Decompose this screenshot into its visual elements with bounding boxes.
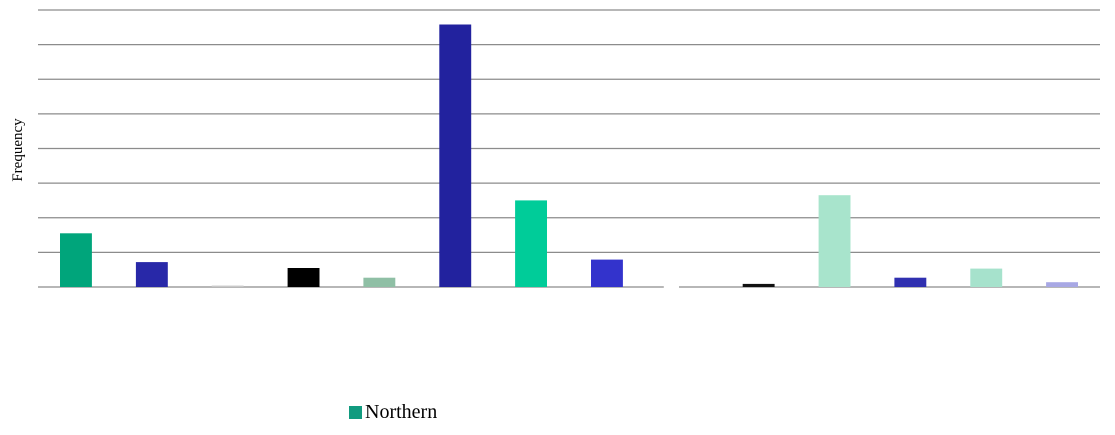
bar <box>439 24 472 287</box>
bar <box>287 268 320 287</box>
legend-swatch <box>349 405 362 419</box>
axis-gap <box>663 286 679 289</box>
bar <box>591 259 623 287</box>
y-axis-label: Frequency <box>10 118 26 182</box>
bar <box>211 285 244 287</box>
bar <box>894 277 927 287</box>
bar <box>515 200 547 287</box>
bar <box>970 268 1003 287</box>
bar <box>818 195 851 287</box>
bar <box>135 262 168 287</box>
bar <box>1046 282 1078 287</box>
legend-label: Northern <box>365 400 438 423</box>
legend: Northern <box>349 400 437 424</box>
bar <box>742 283 775 287</box>
bar <box>60 233 92 287</box>
bars <box>60 24 1078 289</box>
gridlines <box>38 9 1100 288</box>
bar <box>363 277 396 287</box>
